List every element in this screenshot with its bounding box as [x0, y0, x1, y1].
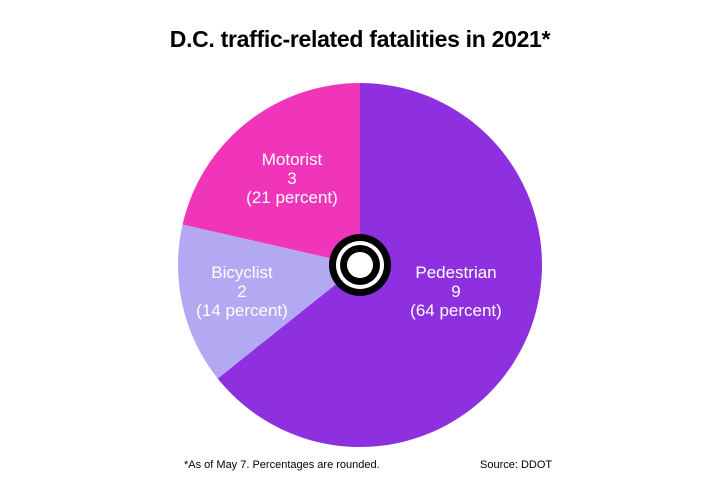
slice-label-pedestrian-percent: (64 percent): [410, 301, 502, 320]
slice-label-motorist-name: Motorist: [262, 150, 323, 169]
source-credit: Source: DDOT: [480, 459, 553, 471]
slice-label-pedestrian-name: Pedestrian: [415, 263, 496, 282]
pie-slice-motorist: [182, 82, 360, 265]
slice-label-motorist-value: 3: [287, 169, 296, 188]
chart-title: D.C. traffic-related fatalities in 2021*: [169, 26, 551, 52]
tire-icon: [329, 234, 391, 296]
slice-label-bicyclist-percent: (14 percent): [196, 301, 288, 320]
slice-label-bicyclist-name: Bicyclist: [211, 263, 273, 282]
slice-label-motorist-percent: (21 percent): [246, 188, 338, 207]
footnote: *As of May 7. Percentages are rounded.: [184, 459, 380, 471]
slice-label-pedestrian-value: 9: [451, 282, 460, 301]
slice-label-bicyclist-value: 2: [237, 282, 246, 301]
pie-slice-bicyclist: [177, 224, 360, 379]
